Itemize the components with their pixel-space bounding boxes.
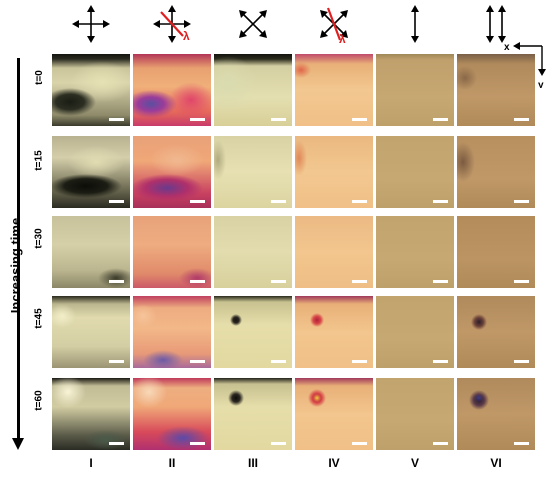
row-label-t30: t=30: [33, 227, 45, 249]
crossed-polarizers-0-with-lambda-plate-icon: λ: [153, 5, 191, 43]
panel-III-t60: [214, 378, 292, 450]
panel-VI-t45: [457, 296, 535, 368]
panel-VI-t30: [457, 216, 535, 288]
column-label-V: V: [410, 456, 419, 470]
panel-IV-t45: [295, 296, 373, 368]
panel-III-t30: [214, 216, 292, 288]
panel-I-t15: [52, 136, 130, 208]
axis-x-label: x: [504, 42, 510, 53]
lambda-label: λ: [183, 29, 190, 43]
panel-I-t30: [52, 216, 130, 288]
single-polarizer-double-vertical-icon: [486, 5, 506, 43]
panel-I-t60: [52, 378, 130, 450]
row-label-t0: t=0: [33, 69, 45, 85]
panel-VI-t60: [457, 378, 535, 450]
row-label-t45: t=45: [33, 307, 45, 329]
panel-V-t15: [376, 136, 454, 208]
panel-II-t60: [133, 378, 211, 450]
time-arrow-icon: [12, 58, 24, 450]
panel-III-t0: [214, 54, 292, 126]
panel-IV-t0: [295, 54, 373, 126]
svg-text:λ: λ: [339, 32, 346, 46]
panel-II-t0: [133, 54, 211, 126]
row-label-t15: t=15: [33, 149, 45, 171]
panel-VI-t0: [457, 54, 535, 126]
crossed-polarizers-45-with-lambda-plate-icon: λ: [320, 7, 348, 46]
column-label-I: I: [89, 456, 93, 470]
panel-V-t60: [376, 378, 454, 450]
panel-I-t45: [52, 296, 130, 368]
panel-V-t0: [376, 54, 454, 126]
panel-IV-t30: [295, 216, 373, 288]
column-label-IV: IV: [328, 456, 340, 470]
row-label-t60: t=60: [33, 389, 45, 411]
crossed-polarizers-45-icon: [239, 10, 267, 38]
panel-VI-t15: [457, 136, 535, 208]
axis-y-label: y: [538, 80, 544, 88]
panel-V-t45: [376, 296, 454, 368]
panel-III-t45: [214, 296, 292, 368]
panel-II-t15: [133, 136, 211, 208]
y-axis-label: Increasing time: [8, 217, 24, 313]
column-label-VI: VI: [490, 456, 502, 470]
panel-V-t30: [376, 216, 454, 288]
single-polarizer-vertical-icon: [411, 5, 419, 43]
column-label-II: II: [168, 456, 176, 470]
panel-II-t30: [133, 216, 211, 288]
panel-IV-t60: [295, 378, 373, 450]
panel-III-t15: [214, 136, 292, 208]
panel-IV-t15: [295, 136, 373, 208]
column-label-III: III: [247, 456, 258, 470]
panel-II-t45: [133, 296, 211, 368]
coordinate-axes-icon: x y: [504, 42, 546, 88]
panel-I-t0: [52, 54, 130, 126]
crossed-polarizers-0-icon: [72, 5, 110, 43]
